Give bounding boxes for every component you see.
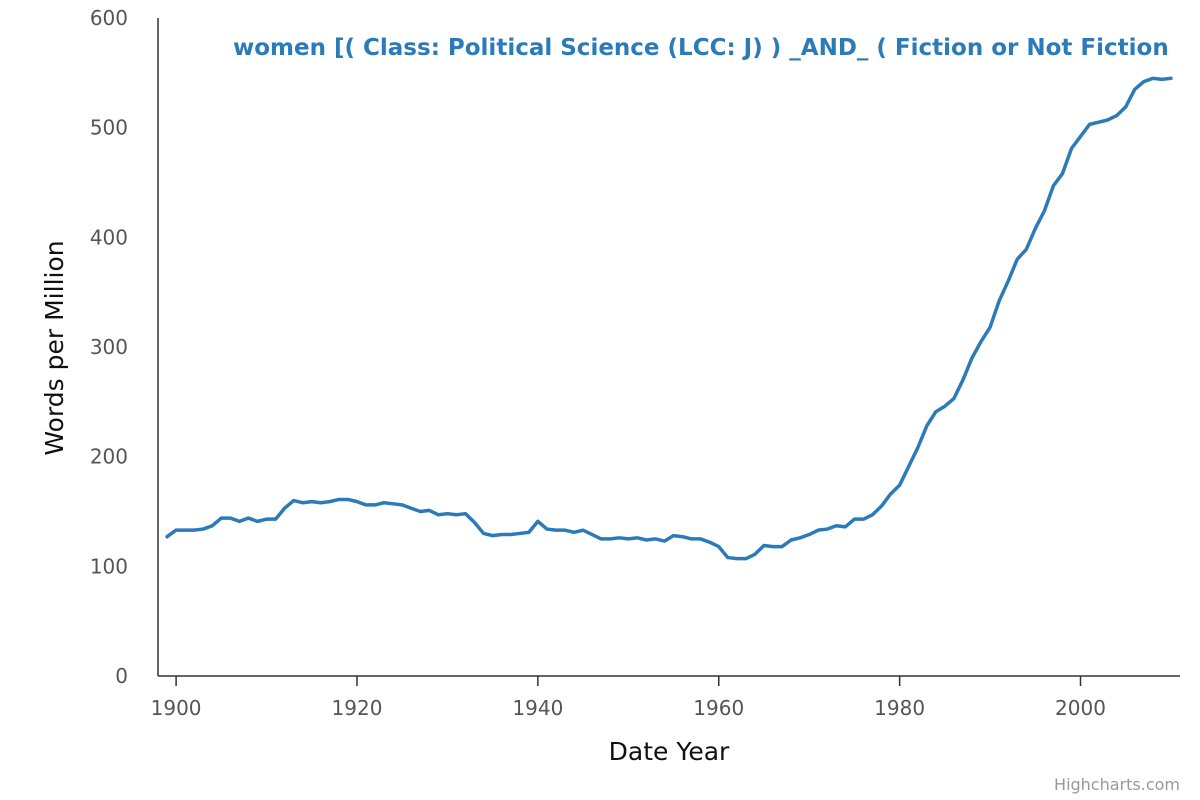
x-tick-label: 1980 [874,696,925,720]
y-tick-label: 0 [115,664,128,688]
y-tick-label: 600 [90,6,128,30]
x-axis-title: Date Year [609,737,730,766]
y-tick-label: 100 [90,554,128,578]
chart-title: women [( Class: Political Science (LCC: … [233,35,1169,61]
x-tick-label: 1960 [693,696,744,720]
y-tick-label: 500 [90,116,128,140]
y-tick-label: 200 [90,445,128,469]
x-tick-label: 1920 [332,696,383,720]
x-tick-label: 1900 [151,696,202,720]
x-axis: 1900 1920 1940 1960 1980 2000 [151,675,1180,720]
series-layer [165,76,1173,561]
y-axis-title: Words per Million [40,240,69,455]
y-axis: 0 100 200 300 400 500 600 [90,6,159,688]
series-line-women[interactable] [165,76,1173,561]
y-tick-label: 400 [90,225,128,249]
x-tick-label: 2000 [1055,696,1106,720]
x-tick-label: 1940 [512,696,563,720]
y-tick-label: 300 [90,335,128,359]
highcharts-credits-link[interactable]: Highcharts.com [1054,775,1180,794]
